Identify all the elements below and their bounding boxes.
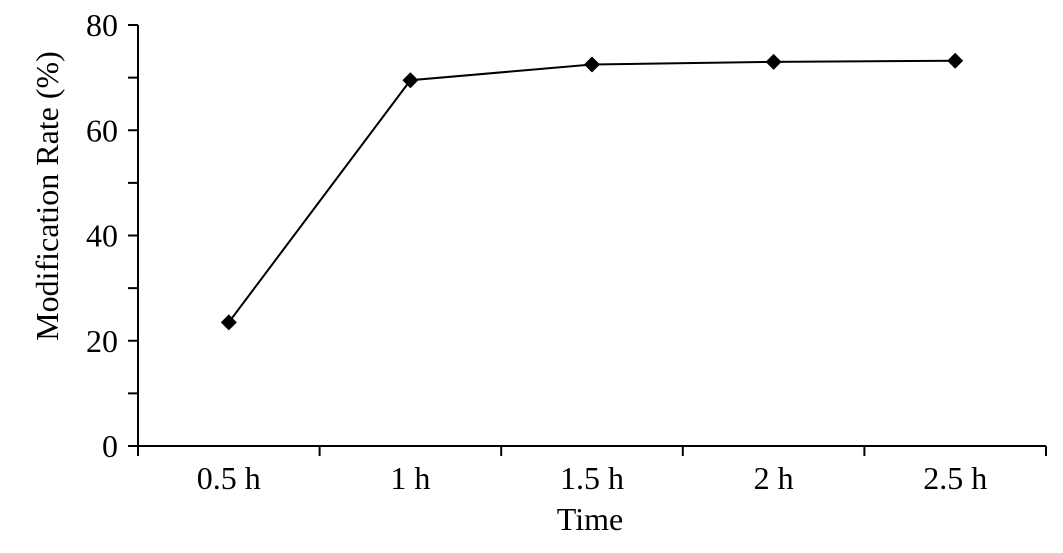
y-tick-label: 0 [102, 428, 118, 464]
x-tick-label: 1.5 h [560, 460, 624, 496]
x-axis-title: Time [557, 501, 623, 537]
x-tick-label: 0.5 h [197, 460, 261, 496]
x-tick-label: 2 h [754, 460, 794, 496]
series-line [228, 59, 956, 323]
labels: 0 20 40 60 80 0.5 h 1 h 1.5 h 2 h 2.5 h [86, 7, 987, 496]
data-point-marker [947, 52, 964, 69]
x-tick-label: 2.5 h [923, 460, 987, 496]
ticks [128, 24, 1047, 456]
data-point-marker [584, 56, 600, 73]
data-point-marker [765, 53, 782, 70]
series-layer [220, 52, 964, 331]
y-tick-label: 60 [86, 112, 118, 148]
y-axis-title: Modification Rate (%) [29, 51, 65, 341]
axes [137, 25, 1046, 447]
data-point-marker [220, 314, 237, 331]
x-tick-label: 1 h [390, 460, 430, 496]
y-tick-label: 20 [86, 323, 118, 359]
y-tick-label: 80 [86, 7, 118, 43]
y-tick-label: 40 [86, 218, 118, 254]
data-point-marker [402, 72, 419, 89]
